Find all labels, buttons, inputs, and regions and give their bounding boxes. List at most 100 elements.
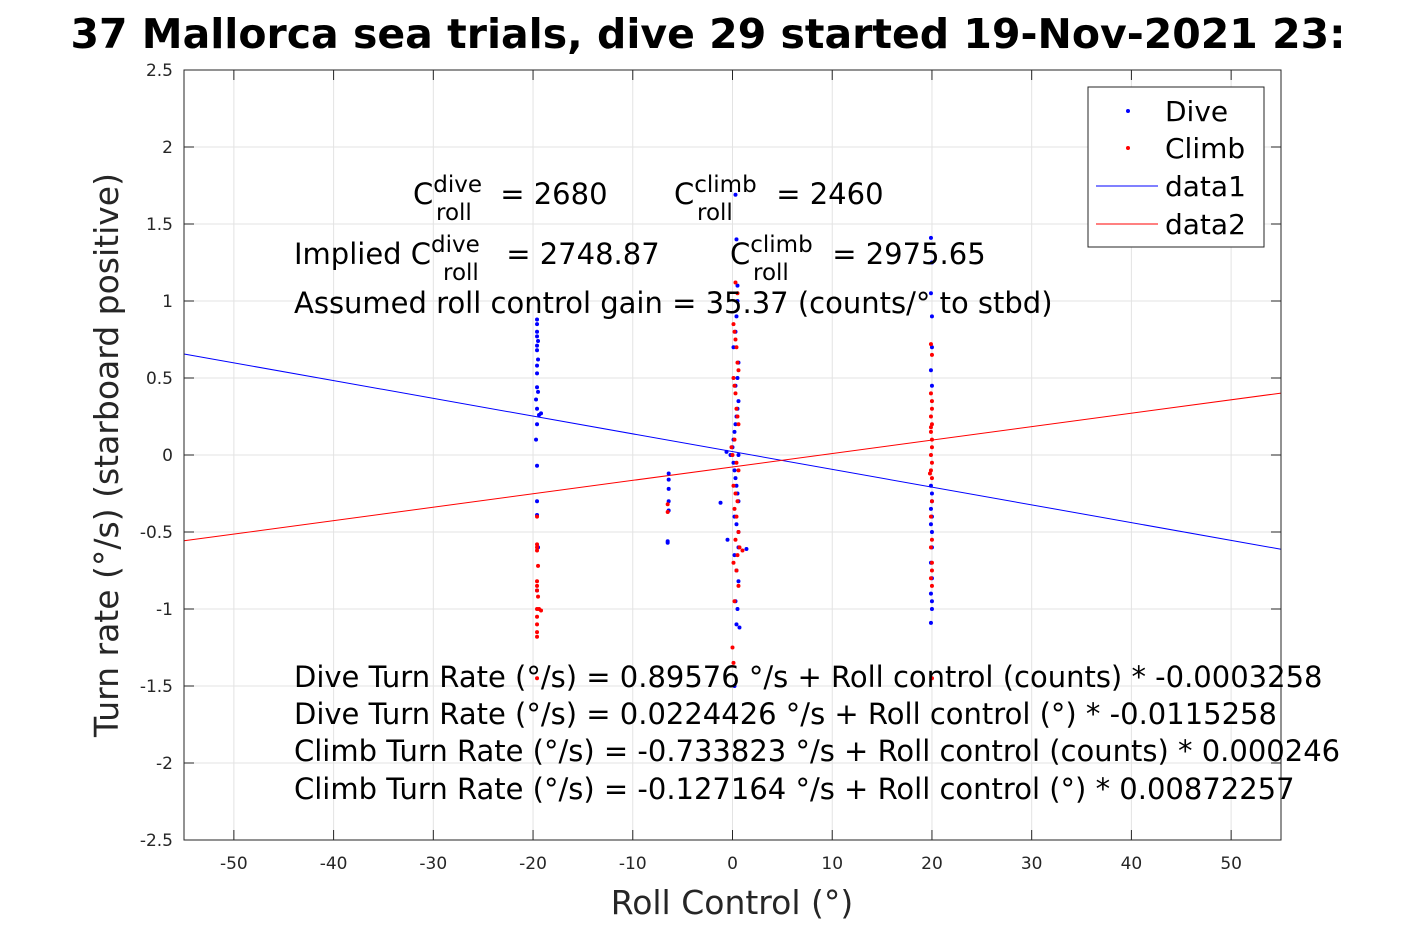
x-tick-label: -30 [419,854,447,874]
point-climb [731,660,736,665]
point-dive [734,522,739,527]
point-climb [730,645,735,650]
legend-data1-label: data1 [1165,170,1246,203]
point-climb [731,322,736,327]
point-dive [731,460,736,465]
point-dive [928,235,933,240]
point-climb [928,414,933,419]
point-climb [734,345,739,350]
point-climb [735,414,740,419]
point-climb [929,537,934,542]
point-climb [929,460,934,465]
y-tick-label: 1 [162,292,173,312]
y-tick-label: -0.5 [140,523,173,543]
point-climb [929,445,934,450]
climb-degrees-equation: Climb Turn Rate (°/s) = -0.127164 °/s + … [294,772,1295,806]
point-climb [535,622,540,627]
point-dive [928,483,933,488]
point-climb [735,291,740,296]
climb-counts-equation: Climb Turn Rate (°/s) = -0.733823 °/s + … [294,734,1340,768]
point-dive [735,376,740,380]
annotations: Cdive roll = 2680 Cclimb roll = 2460 Impli… [294,172,1340,806]
point-dive [535,317,540,322]
point-climb [735,360,740,365]
point-dive [666,477,671,482]
point-climb [929,422,934,427]
point-dive [734,314,739,319]
point-dive [734,483,739,488]
point-climb [731,376,736,380]
point-climb [732,599,737,604]
point-dive [535,329,540,334]
point-climb [535,548,540,553]
point-climb [929,406,934,411]
point-dive [535,322,540,327]
x-tick-label: -40 [320,854,348,874]
point-dive [734,237,739,242]
point-climb [929,399,934,404]
point-dive [735,299,740,303]
point-climb [535,634,540,639]
point-climb [929,676,934,681]
point-climb [535,542,540,547]
legend-data2-label: data2 [1165,208,1246,241]
point-climb [731,560,736,565]
point-climb [929,583,934,588]
implied-climb-annotation: Cclimb roll = 2975.65 [730,232,986,286]
y-tick-label: 2 [162,138,173,158]
x-tick-label: 10 [821,854,843,874]
point-dive [736,579,741,584]
regression-lines [183,353,1282,550]
point-climb [736,530,741,534]
point-climb [740,548,745,553]
point-dive [929,345,934,350]
point-dive [736,399,741,404]
point-dive [929,599,934,604]
x-tick-label: -20 [519,854,547,874]
implied-dive-annotation: Implied Cdive roll = 2748.87 [294,232,660,286]
point-dive [928,368,933,373]
point-climb [733,391,738,396]
point-dive [666,471,671,476]
legend-climb-label: Climb [1165,132,1245,165]
point-dive [724,449,729,454]
point-climb [928,391,933,396]
point-dive [535,385,540,390]
point-dive [535,343,540,348]
point-dive [928,591,933,596]
point-climb [535,614,540,619]
point-climb [929,499,934,504]
point-dive [929,260,934,265]
x-tick-label: 40 [1121,854,1143,874]
point-dive [733,422,738,427]
point-climb [535,514,540,519]
point-dive [929,607,934,611]
point-climb [929,568,934,573]
point-dive [929,530,934,534]
chart-title: 37 Mallorca sea trials, dive 29 started … [70,10,1345,58]
point-climb [732,383,737,388]
point-climb [535,630,540,635]
point-climb [536,594,541,599]
point-dive [535,422,540,427]
point-dive [929,314,934,319]
c-dive-annotation: Cdive roll = 2680 [413,172,608,226]
point-dive [929,491,934,496]
point-dive [929,383,934,388]
point-dive [539,411,544,416]
point-dive [535,363,540,368]
legend-box [1087,86,1265,248]
c-climb-annotation: Cclimb roll = 2460 [674,172,884,226]
y-tick-label: 2.5 [146,61,173,81]
point-climb [733,537,738,542]
x-tick-label: 20 [921,854,943,874]
point-climb [927,471,932,476]
y-tick-label: -1.5 [140,677,173,697]
point-dive [536,389,541,394]
point-climb [732,329,737,334]
point-climb [732,506,737,511]
point-climb [734,568,739,573]
point-climb [928,468,933,473]
point-climb [929,560,934,565]
